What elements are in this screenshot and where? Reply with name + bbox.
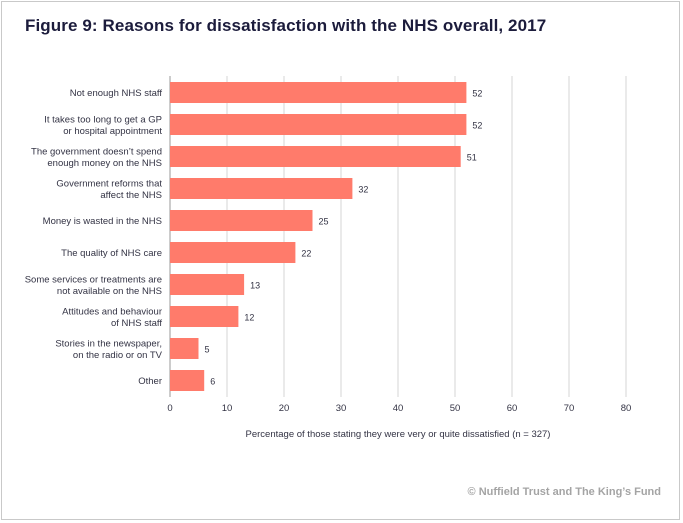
value-label-8: 5 (205, 345, 210, 355)
value-label-3: 32 (358, 185, 368, 195)
value-label-2: 51 (467, 153, 477, 163)
category-label-line: of NHS staff (111, 318, 162, 329)
value-label-1: 52 (472, 121, 482, 131)
bar-7 (170, 306, 239, 327)
value-label-9: 6 (210, 377, 215, 387)
category-label-line: enough money on the NHS (47, 158, 162, 169)
category-label-line: It takes too long to get a GP (44, 114, 162, 125)
category-label-4: Money is wasted in the NHS (43, 216, 162, 227)
category-label-line: Attitudes and behaviour (62, 306, 162, 317)
value-label-7: 12 (244, 313, 254, 323)
category-label-line: or hospital appointment (63, 126, 162, 137)
category-label-line: Some services or treatments are (25, 274, 162, 285)
copyright-text: © Nuffield Trust and The King’s Fund (467, 486, 661, 498)
category-label-line: on the radio or on TV (73, 350, 163, 361)
category-label-line: Other (138, 376, 162, 387)
category-label-line: Government reforms that (56, 178, 162, 189)
x-tick-label-40: 40 (393, 403, 404, 414)
x-axis-label: Percentage of those stating they were ve… (246, 429, 551, 440)
bar-6 (170, 274, 245, 295)
value-label-6: 13 (250, 281, 260, 291)
category-label-8: Stories in the newspaper,on the radio or… (55, 338, 162, 361)
bar-2 (170, 146, 461, 167)
bar-8 (170, 338, 199, 359)
bar-0 (170, 82, 467, 103)
category-label-line: The government doesn’t spend (31, 146, 162, 157)
value-label-0: 52 (472, 89, 482, 99)
bar-5 (170, 242, 296, 263)
x-tick-label-50: 50 (450, 403, 461, 414)
category-label-5: The quality of NHS care (61, 248, 162, 259)
category-label-9: Other (138, 376, 162, 387)
value-label-4: 25 (319, 217, 329, 227)
bar-4 (170, 210, 313, 231)
category-label-line: Not enough NHS staff (70, 88, 163, 99)
category-label-line: Stories in the newspaper, (55, 338, 162, 349)
category-label-line: affect the NHS (100, 190, 162, 201)
value-label-5: 22 (301, 249, 311, 259)
x-tick-label-80: 80 (621, 403, 632, 414)
bar-1 (170, 114, 467, 135)
x-tick-label-70: 70 (564, 403, 575, 414)
category-label-line: not available on the NHS (57, 286, 162, 297)
x-tick-label-10: 10 (222, 403, 233, 414)
x-tick-label-20: 20 (279, 403, 290, 414)
bar-3 (170, 178, 353, 199)
x-tick-label-0: 0 (167, 403, 172, 414)
x-tick-label-60: 60 (507, 403, 518, 414)
bar-9 (170, 370, 205, 391)
chart-title: Figure 9: Reasons for dissatisfaction wi… (25, 16, 547, 35)
category-label-line: The quality of NHS care (61, 248, 162, 259)
category-label-line: Money is wasted in the NHS (43, 216, 162, 227)
x-tick-label-30: 30 (336, 403, 347, 414)
category-label-0: Not enough NHS staff (70, 88, 163, 99)
